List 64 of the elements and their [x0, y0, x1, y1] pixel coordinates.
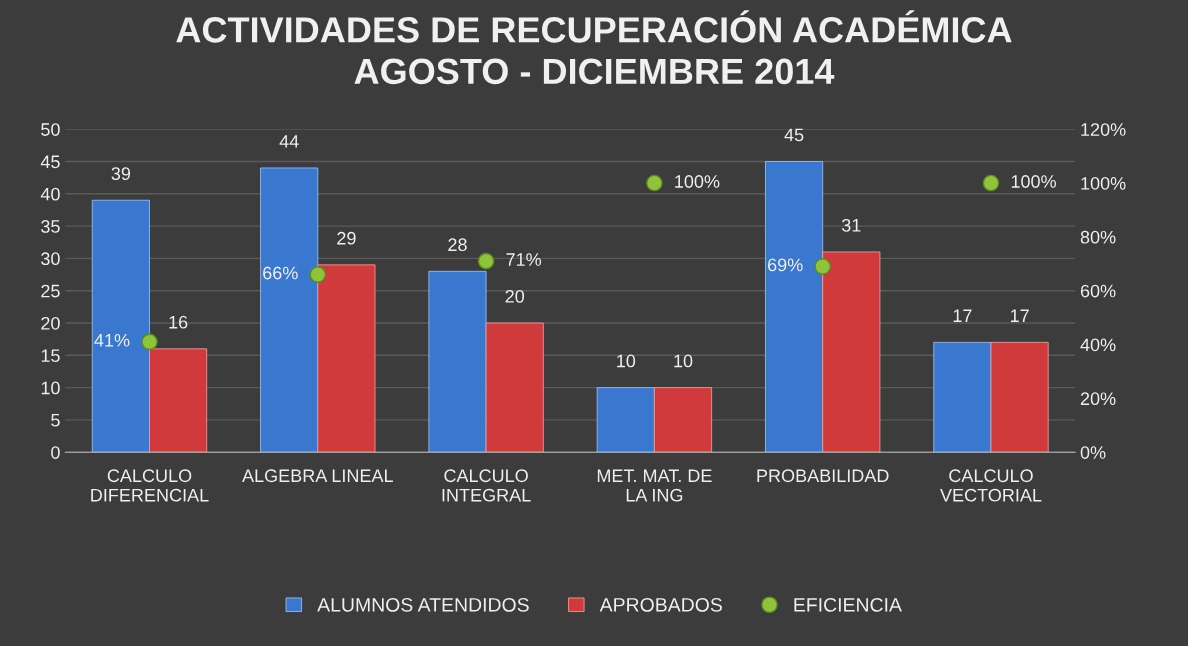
- y-tick-label: 35: [41, 220, 60, 233]
- x-tick-label: CALCULO DIFERENCIAL: [91, 469, 209, 502]
- y-tick-label: 5: [51, 414, 60, 427]
- point: [141, 333, 158, 351]
- data-label: 100%: [675, 175, 720, 188]
- bar: [428, 270, 487, 453]
- x-tick-label: ALGEBRA LINEAL: [242, 469, 393, 483]
- y-tick-label: 10: [41, 381, 60, 395]
- legend-label: ALUMNOS ATENDIDOS: [317, 597, 529, 612]
- y2-tick-label: 20%: [1080, 392, 1116, 406]
- bar: [317, 264, 376, 453]
- data-label: 31: [841, 218, 861, 232]
- chart-title: ACTIVIDADES DE RECUPERACIÓN ACADÉMICA AGOSTO - DICIEMBRE 2014: [176, 10, 1012, 85]
- y-tick-label: 15: [41, 349, 60, 363]
- x-tick-label: CALCULO VECTORIAL: [940, 469, 1042, 502]
- y-tick-label: 40: [40, 187, 60, 201]
- data-label: 100%: [1011, 175, 1056, 188]
- data-label: 39: [111, 167, 131, 181]
- y2-tick-label: 80%: [1080, 230, 1116, 244]
- x-tick-label: PROBABILIDAD: [757, 469, 889, 483]
- bar: [653, 387, 713, 453]
- y-tick-label: 30: [41, 252, 60, 266]
- y-tick-label: 20: [41, 316, 60, 330]
- bar: [933, 341, 992, 453]
- data-label: 10: [674, 354, 693, 368]
- data-label: 16: [169, 315, 188, 329]
- legend-label: EFICIENCIA: [794, 597, 902, 612]
- y-tick-label: 0: [51, 446, 60, 459]
- x-tick-label: MET. MAT. DE LA ING: [597, 469, 712, 502]
- y2-tick-label: 120%: [1081, 123, 1126, 136]
- y-tick-label: 50: [41, 123, 60, 136]
- data-label: 17: [953, 309, 972, 322]
- point: [982, 174, 1000, 192]
- x-tick-label: CALCULO INTEGRAL: [442, 469, 531, 502]
- data-label: 66%: [263, 266, 298, 280]
- data-label: 28: [448, 238, 467, 252]
- bar: [990, 341, 1049, 453]
- y2-tick-label: 40%: [1080, 338, 1116, 352]
- y-tick-label: 45: [40, 155, 60, 169]
- legend-label: APROBADOS: [599, 597, 722, 612]
- data-label: 44: [279, 135, 299, 148]
- data-label: 41%: [94, 333, 130, 347]
- data-label: 10: [617, 354, 636, 368]
- point: [477, 252, 495, 270]
- data-label: 71%: [506, 253, 542, 266]
- y-tick-label: 25: [41, 284, 60, 298]
- point: [309, 266, 327, 283]
- bar: [596, 387, 655, 453]
- bar: [91, 199, 150, 453]
- y2-tick-label: 60%: [1080, 284, 1116, 298]
- data-label: 45: [784, 128, 804, 142]
- y2-tick-label: 100%: [1081, 176, 1126, 190]
- bar: [149, 348, 208, 453]
- data-label: 69%: [768, 258, 803, 272]
- y2-tick-label: 0%: [1080, 446, 1106, 459]
- bar: [260, 167, 319, 453]
- data-label: 17: [1010, 309, 1029, 322]
- data-label: 20: [505, 289, 525, 303]
- point: [646, 174, 663, 192]
- bar: [765, 161, 824, 453]
- data-label: 29: [337, 231, 356, 245]
- point: [814, 258, 832, 275]
- bar: [822, 251, 881, 453]
- bar: [485, 322, 544, 453]
